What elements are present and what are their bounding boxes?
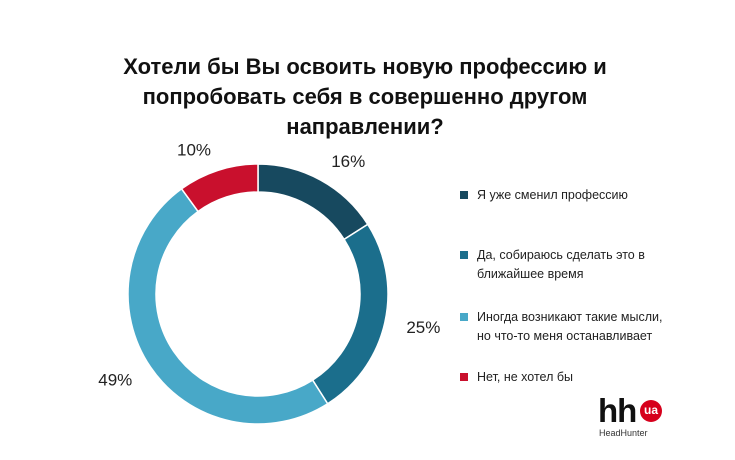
donut-slice [180,163,259,213]
headhunter-logo: hh ua HeadHunter [598,392,688,444]
slice-value-label: 49% [98,370,132,389]
legend-swatch [460,373,468,381]
legend-swatch [460,313,468,321]
donut-slice [127,187,329,425]
title-line: направлении? [286,114,444,139]
legend-item-no: Нет, не хотел бы [460,368,730,387]
legend-item-changed: Я уже сменил профессию [460,186,730,205]
logo-hh-text: hh [598,392,637,429]
chart-title: Хотели бы Вы освоить новую профессию и п… [110,52,620,142]
logo-subtitle: HeadHunter [599,428,648,438]
legend-label: Да, собираюсь сделать это в ближайшее вр… [477,248,645,281]
legend-swatch [460,251,468,259]
slice-value-label: 10% [177,140,211,159]
logo-ua-badge: ua [640,400,662,422]
title-line: Хотели бы Вы освоить новую профессию и [123,54,607,79]
legend-label: Иногда возникают такие мысли, но что-то … [477,310,663,343]
logo-ua-text: ua [643,403,658,417]
donut-slice [257,163,369,241]
slice-value-label: 16% [331,152,365,171]
donut-slice [311,223,389,405]
title-line: попробовать себя в совершенно другом [142,84,588,109]
legend-item-sometimes: Иногда возникают такие мысли, но что-то … [460,308,730,346]
legend-item-planning: Да, собираюсь сделать это в ближайшее вр… [460,246,730,284]
slice-value-label: 25% [406,318,440,337]
legend-swatch [460,191,468,199]
legend-label: Нет, не хотел бы [477,370,573,384]
legend-label: Я уже сменил профессию [477,188,628,202]
